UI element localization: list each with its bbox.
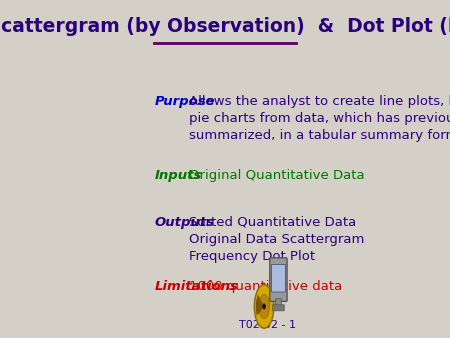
Wedge shape: [256, 294, 264, 316]
Text: Inputs: Inputs: [154, 169, 202, 182]
Text: T02-02  Scattergram (by Observation)  &  Dot Plot (by Value): T02-02 Scattergram (by Observation) & Do…: [0, 17, 450, 36]
Circle shape: [259, 294, 270, 318]
FancyBboxPatch shape: [275, 299, 281, 306]
FancyBboxPatch shape: [271, 265, 285, 292]
Text: Original Quantitative Data: Original Quantitative Data: [189, 169, 364, 182]
FancyBboxPatch shape: [270, 258, 287, 301]
Circle shape: [254, 285, 274, 328]
FancyBboxPatch shape: [273, 305, 284, 311]
Text: Limitations: Limitations: [154, 280, 238, 293]
Text: Purpose: Purpose: [154, 95, 215, 108]
Text: Outputs: Outputs: [154, 216, 214, 229]
Text: T02-02 - 1: T02-02 - 1: [238, 320, 296, 330]
Text: 1000 quantitative data: 1000 quantitative data: [189, 280, 342, 293]
Circle shape: [263, 304, 266, 309]
Text: Allows the analyst to create line plots, bar graphs and
pie charts from data, wh: Allows the analyst to create line plots,…: [189, 95, 450, 142]
Text: Sorted Quantitative Data
Original Data Scattergram
Frequency Dot Plot: Sorted Quantitative Data Original Data S…: [189, 216, 364, 263]
